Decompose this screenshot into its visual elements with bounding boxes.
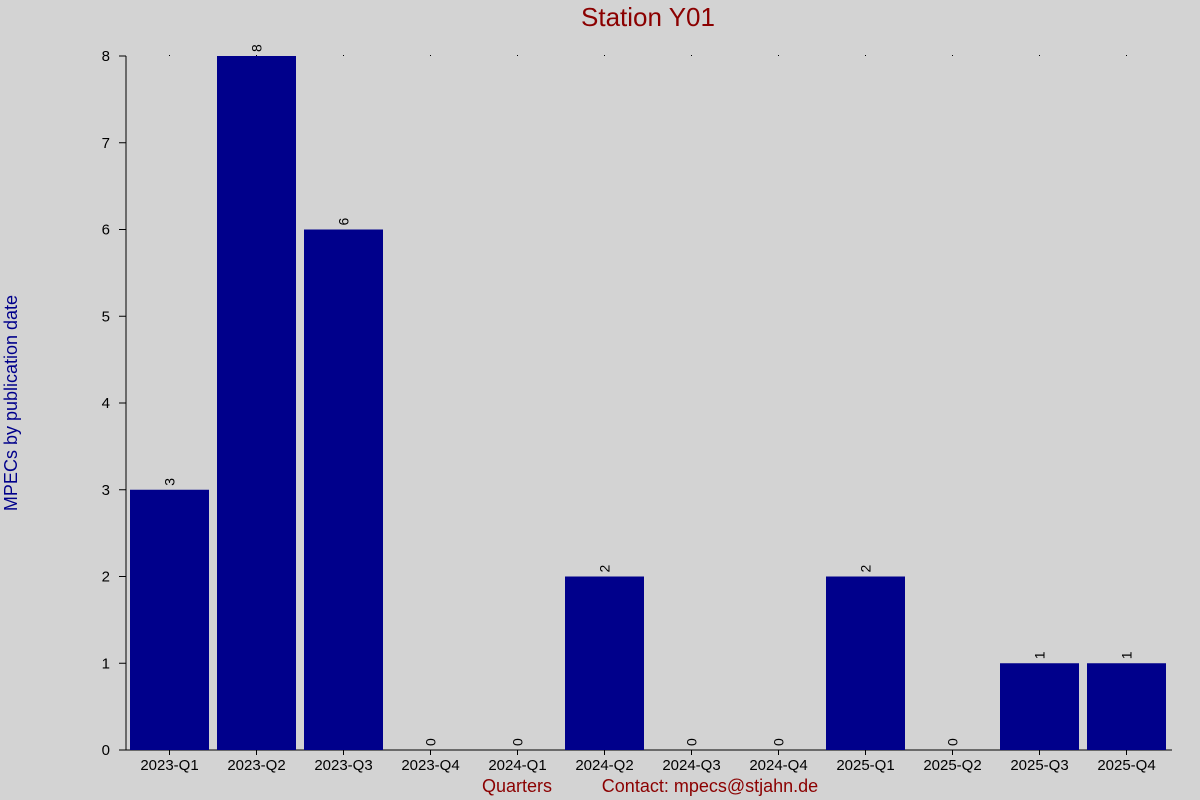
- top-tick-dot: [517, 55, 518, 56]
- data-label: 1: [1032, 651, 1048, 659]
- y-tick-label: 4: [102, 395, 110, 412]
- x-tick-label: 2023-Q3: [314, 757, 372, 774]
- bar: [130, 489, 209, 750]
- top-tick-dot: [1039, 55, 1040, 56]
- top-tick-dot: [778, 55, 779, 56]
- bar: [1087, 663, 1166, 750]
- y-tick-label: 0: [102, 742, 110, 759]
- data-label: 8: [249, 44, 265, 52]
- bar: [826, 576, 905, 750]
- y-tick-label: 2: [102, 569, 110, 586]
- top-tick-dot: [1126, 55, 1127, 56]
- x-tick-label: 2025-Q2: [923, 757, 981, 774]
- x-tick-label: 2023-Q2: [227, 757, 285, 774]
- data-label: 3: [162, 478, 178, 486]
- x-tick-label: 2025-Q1: [836, 757, 894, 774]
- x-tick-label: 2024-Q1: [488, 757, 546, 774]
- data-label: 0: [684, 738, 700, 746]
- x-axis-label: Quarters: [482, 776, 552, 796]
- plot-area: 0 1 2 3 4 5 6 7 8 2023-Q1 3 2023-Q2 8 2023-Q3 6 2023-Q4…: [102, 44, 1172, 774]
- x-tick-label: 2024-Q3: [662, 757, 720, 774]
- top-tick-dot: [430, 55, 431, 56]
- y-axis-label: MPECs by publication date: [1, 295, 21, 511]
- data-label: 0: [771, 738, 787, 746]
- y-tick-label: 6: [102, 222, 110, 239]
- y-tick-label: 3: [102, 482, 110, 499]
- y-tick-label: 1: [102, 655, 110, 672]
- x-tick-label: 2023-Q4: [401, 757, 459, 774]
- data-label: 0: [423, 738, 439, 746]
- x-tick-label: 2023-Q1: [140, 757, 198, 774]
- data-label: 6: [336, 218, 352, 226]
- bar: [565, 576, 644, 750]
- contact-footer: Contact: mpecs@stjahn.de: [602, 776, 818, 796]
- y-tick-label: 8: [102, 48, 110, 65]
- data-label: 2: [858, 565, 874, 573]
- bar: [1000, 663, 1079, 750]
- y-tick-label: 5: [102, 308, 110, 325]
- top-tick-dot: [952, 55, 953, 56]
- x-tick-label: 2025-Q3: [1010, 757, 1068, 774]
- bar: [217, 56, 296, 750]
- y-tick-label: 7: [102, 135, 110, 152]
- top-tick-dot: [604, 55, 605, 56]
- x-tick-label: 2025-Q4: [1097, 757, 1155, 774]
- top-tick-dot: [691, 55, 692, 56]
- top-tick-dot: [256, 55, 257, 56]
- x-tick-label: 2024-Q2: [575, 757, 633, 774]
- top-tick-dot: [865, 55, 866, 56]
- data-label: 0: [510, 738, 526, 746]
- top-tick-dot: [169, 55, 170, 56]
- data-label: 0: [945, 738, 961, 746]
- data-label: 1: [1119, 651, 1135, 659]
- chart-title: Station Y01: [581, 2, 715, 32]
- top-tick-dot: [343, 55, 344, 56]
- data-label: 2: [597, 565, 613, 573]
- bar: [304, 229, 383, 750]
- x-tick-label: 2024-Q4: [749, 757, 807, 774]
